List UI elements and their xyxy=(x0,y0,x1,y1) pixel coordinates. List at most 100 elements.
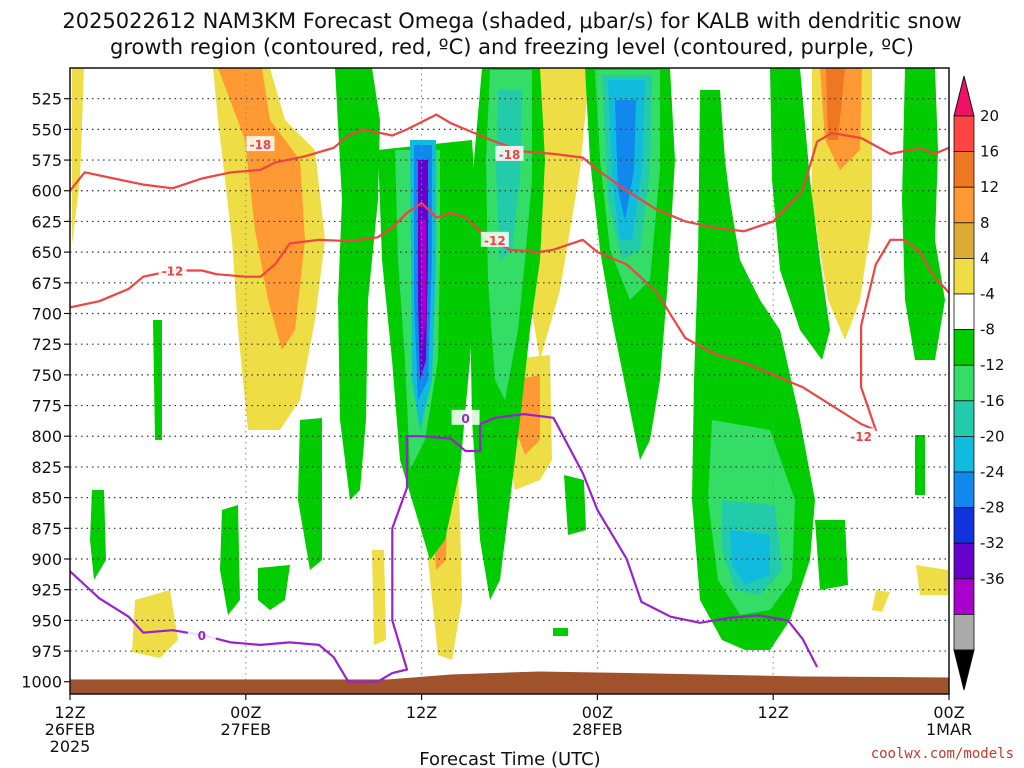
y-tick-label: 900 xyxy=(31,550,62,569)
colorbar-band xyxy=(953,222,975,259)
omega-negative-region xyxy=(915,435,925,495)
chart-title-line-2: growth region (contoured, red, ºC) and f… xyxy=(110,35,914,59)
y-tick-label: 775 xyxy=(31,397,62,416)
contour-label: 0 xyxy=(461,412,469,426)
omega-positive-region xyxy=(218,68,305,350)
y-tick-label: 575 xyxy=(31,151,62,170)
omega-positive-region xyxy=(826,68,845,140)
x-tick-label: 12Z xyxy=(758,703,789,722)
y-tick-label: 625 xyxy=(31,212,62,231)
x-tick-label: 28FEB xyxy=(572,720,623,739)
x-tick-label: 27FEB xyxy=(220,720,271,739)
omega-negative-region xyxy=(553,628,568,636)
contour-label: -18 xyxy=(499,148,521,162)
colorbar-band xyxy=(953,186,975,224)
colorbar-label: -4 xyxy=(980,285,995,303)
colorbar-top-triangle xyxy=(953,75,975,117)
contour-label-background xyxy=(847,428,876,444)
colorbar-label: -24 xyxy=(980,463,1005,481)
y-tick-label: 850 xyxy=(31,489,62,508)
omega-negative-region xyxy=(90,490,106,580)
colorbar-band xyxy=(953,151,975,188)
x-tick-label: 12Z xyxy=(406,703,437,722)
chart-title-line-1: 2025022612 NAM3KM Forecast Omega (shaded… xyxy=(62,9,961,33)
contour-label-background xyxy=(158,262,187,278)
y-tick-label: 875 xyxy=(31,519,62,538)
y-tick-label: 525 xyxy=(31,90,62,109)
contour-label: -12 xyxy=(162,265,184,279)
colorbar-label: 20 xyxy=(980,107,999,125)
contour-label-background xyxy=(246,136,275,152)
x-tick-label: 26FEB xyxy=(45,720,96,739)
y-tick-label: 675 xyxy=(31,274,62,293)
colorbar-band xyxy=(953,471,975,508)
colorbar-band xyxy=(953,400,975,437)
omega-negative-region xyxy=(902,68,945,360)
colorbar-label: -28 xyxy=(980,499,1005,517)
colorbar-label: -32 xyxy=(980,534,1005,552)
omega-positive-region xyxy=(72,68,84,245)
contours xyxy=(70,113,949,683)
omega-negative-region xyxy=(496,90,522,260)
credit-text: coolwx.com/models xyxy=(871,746,1014,762)
colorbar-label: 16 xyxy=(980,143,999,161)
contour-line-0 xyxy=(70,413,819,683)
y-tick-label: 925 xyxy=(31,581,62,600)
omega-positive-region xyxy=(872,590,890,612)
colorbar-band xyxy=(953,507,975,544)
colorbar-label: -36 xyxy=(980,570,1005,588)
terrain-rise xyxy=(70,671,949,694)
colorbar-band xyxy=(953,293,975,330)
omega-negative-region xyxy=(258,565,290,610)
contour-label-background xyxy=(495,145,524,161)
contour-label-background xyxy=(187,627,216,643)
colorbar-band xyxy=(953,115,975,152)
colorbar-label: -12 xyxy=(980,356,1005,374)
colorbar-band xyxy=(953,364,975,402)
colorbar-band xyxy=(953,257,975,295)
omega-positive-region xyxy=(916,565,948,595)
contour-label: 0 xyxy=(198,629,206,643)
contour-label: -12 xyxy=(850,430,872,444)
x-tick-label: 1MAR xyxy=(926,720,972,739)
y-tick-label: 1000 xyxy=(21,673,62,692)
colorbar-label: 12 xyxy=(980,178,999,196)
contour-line-minus-12 xyxy=(70,201,949,432)
colorbar-label: 4 xyxy=(980,249,990,267)
omega-positive-region xyxy=(530,68,590,360)
omega-negative-region xyxy=(770,68,830,360)
y-tick-label: 975 xyxy=(31,642,62,661)
contour-label-background xyxy=(451,409,480,425)
contour-label-background xyxy=(480,231,509,247)
omega-negative-region xyxy=(335,68,380,500)
omega-negative-region xyxy=(298,418,322,570)
colorbar-band xyxy=(953,542,975,580)
x-axis-title: Forecast Time (UTC) xyxy=(419,749,600,768)
colorbar-band xyxy=(953,435,975,473)
x-tick-label: 00Z xyxy=(582,703,613,722)
y-tick-label: 800 xyxy=(31,427,62,446)
colorbar-band xyxy=(953,329,975,366)
colorbar-label: -8 xyxy=(980,321,995,339)
colorbar-bottom-triangle xyxy=(953,649,975,691)
grid-lines xyxy=(69,68,950,694)
x-tick-label: 12Z xyxy=(54,703,85,722)
plot-border xyxy=(69,67,950,695)
omega-negative-region xyxy=(730,530,770,585)
plot-area: -18 -18 -12 -12 -12 0 0 xyxy=(69,67,950,695)
x-tick-label: 00Z xyxy=(230,703,261,722)
x-tick-label: 2025 xyxy=(50,737,91,756)
colorbar-label: -20 xyxy=(980,427,1005,445)
y-tick-label: 600 xyxy=(31,182,62,201)
colorbar-band xyxy=(953,578,975,615)
contour-label: -18 xyxy=(250,138,272,152)
omega-negative-region xyxy=(564,475,586,535)
omega-negative-region xyxy=(153,320,162,440)
y-tick-label: 650 xyxy=(31,243,62,262)
omega-negative-region xyxy=(815,520,848,590)
y-tick-label: 825 xyxy=(31,458,62,477)
contour-line-minus-18 xyxy=(70,113,949,233)
y-axis: 525 550 575 600 625 650 675 700 725 750 775 800 825 8… xyxy=(21,90,70,692)
